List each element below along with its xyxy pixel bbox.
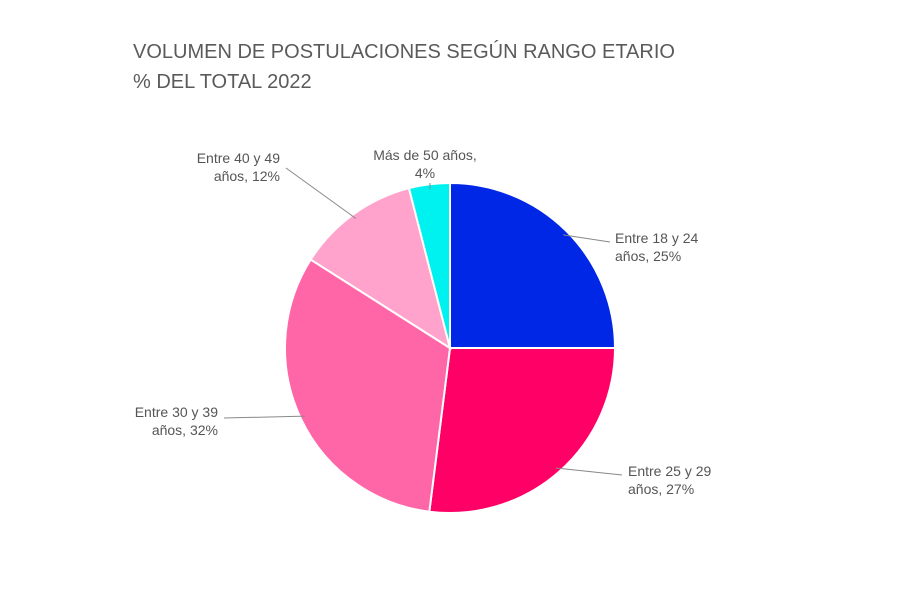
leader-line — [285, 167, 357, 219]
data-label: Entre 40 y 49 años, 12% — [197, 150, 280, 184]
leader-line — [223, 415, 306, 419]
data-label: Entre 30 y 39 años, 32% — [135, 404, 218, 438]
data-label: Más de 50 años, 4% — [373, 147, 477, 181]
pie-slice — [449, 181, 617, 349]
pie-slice — [309, 186, 452, 351]
data-label: Entre 25 y 29 años, 27% — [628, 463, 711, 497]
pie-slice — [407, 181, 451, 349]
leader-line — [555, 467, 623, 476]
pie-slice — [428, 347, 617, 514]
leader-line — [563, 234, 611, 243]
chart-title: VOLUMEN DE POSTULACIONES SEGÚN RANGO ETA… — [133, 40, 675, 63]
data-label: Entre 18 y 24 años, 25% — [615, 230, 698, 264]
chart-subtitle: % DEL TOTAL 2022 — [133, 71, 312, 93]
